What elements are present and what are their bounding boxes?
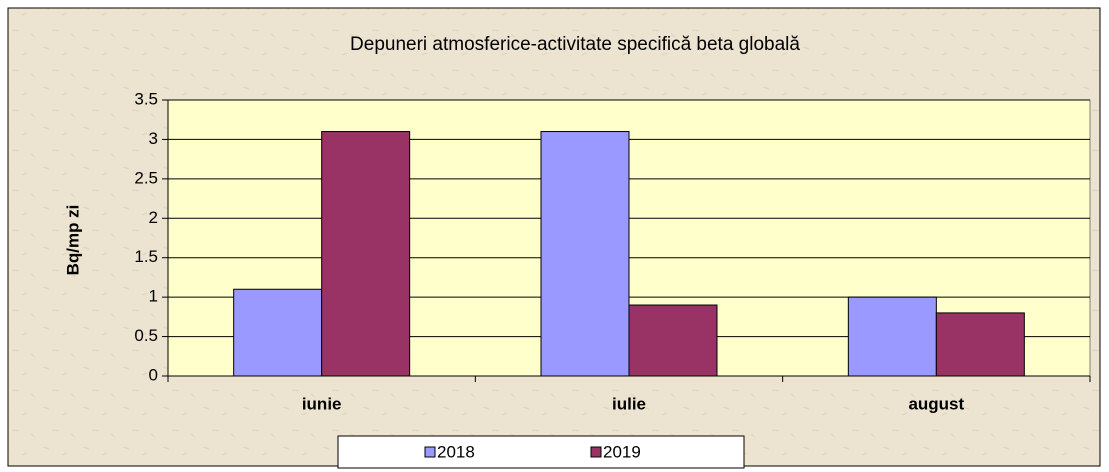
legend-box [337,435,745,469]
x-tick-label: august [908,394,964,413]
bar [233,288,323,377]
y-tick-label: 3.5 [134,89,158,108]
y-tick-label: 0 [149,365,158,384]
bar [540,131,630,377]
x-tick-label: iulie [612,394,646,413]
y-tick-label: 2 [149,208,158,227]
y-tick-label: 3 [149,129,158,148]
y-tick-label: 1.5 [134,247,158,266]
legend-label: 2019 [603,442,641,461]
chart-title: Depuneri atmosferice-activitate specific… [350,34,800,55]
y-tick-label: 1 [149,287,158,306]
y-tick-label: 0.5 [134,326,158,345]
legend-label: 2018 [437,442,475,461]
bar [628,304,718,377]
bar [321,131,411,377]
y-tick-label: 2.5 [134,168,158,187]
legend-swatch [590,446,602,458]
legend-swatch [424,446,436,458]
bar [935,312,1025,377]
y-axis-label: Bq/mp zi [63,205,82,276]
bar [847,296,937,377]
x-tick-label: iunie [302,394,342,413]
